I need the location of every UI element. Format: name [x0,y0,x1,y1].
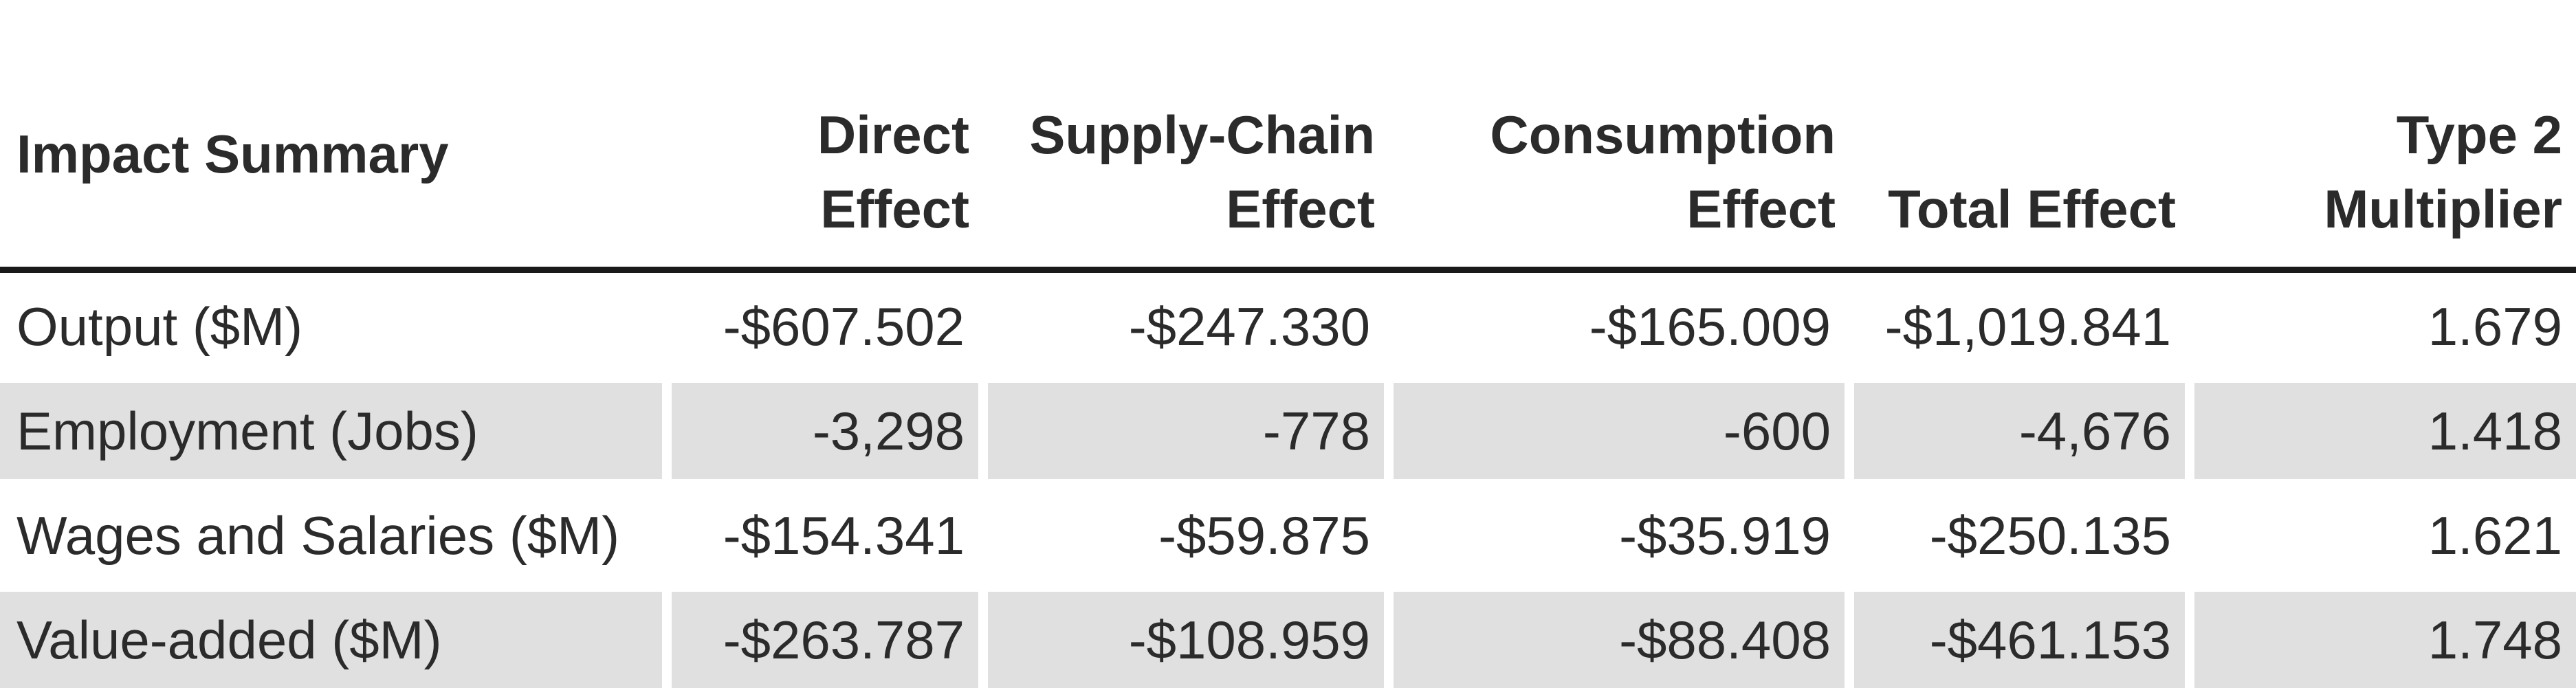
table-body: Output ($M) -$607.502 -$247.330 -$165.00… [0,273,2576,688]
table-row-value-added: Value-added ($M) -$263.787 -$108.959 -$8… [0,584,2576,688]
row-label: Value-added ($M) [0,584,667,688]
cell-direct-effect: -$154.341 [667,479,983,584]
cell-type-2-multiplier: 1.679 [2190,273,2576,375]
table-row-output: Output ($M) -$607.502 -$247.330 -$165.00… [0,273,2576,375]
column-header-type-2-multiplier: Type 2 Multiplier [2190,0,2576,273]
cell-total-effect: -$461.153 [1849,584,2190,688]
cell-supply-chain-effect: -778 [983,375,1389,479]
column-header-impact-summary: Impact Summary [0,0,667,273]
row-label: Output ($M) [0,273,667,375]
row-label: Wages and Salaries ($M) [0,479,667,584]
cell-supply-chain-effect: -$59.875 [983,479,1389,584]
cell-direct-effect: -3,298 [667,375,983,479]
cell-supply-chain-effect: -$247.330 [983,273,1389,375]
header-row: Impact Summary Direct Effect Supply-Chai… [0,0,2576,273]
cell-supply-chain-effect: -$108.959 [983,584,1389,688]
table-row-employment: Employment (Jobs) -3,298 -778 -600 -4,67… [0,375,2576,479]
cell-type-2-multiplier: 1.621 [2190,479,2576,584]
column-header-direct-effect: Direct Effect [667,0,983,273]
row-label: Employment (Jobs) [0,375,667,479]
cell-direct-effect: -$607.502 [667,273,983,375]
cell-total-effect: -$250.135 [1849,479,2190,584]
column-header-total-effect: Total Effect [1849,0,2190,273]
cell-type-2-multiplier: 1.748 [2190,584,2576,688]
cell-consumption-effect: -600 [1389,375,1849,479]
column-header-consumption-effect: Consumption Effect [1389,0,1849,273]
impact-summary-page: Impact Summary Direct Effect Supply-Chai… [0,104,2576,688]
table-row-wages-and-salaries: Wages and Salaries ($M) -$154.341 -$59.8… [0,479,2576,584]
table-header: Impact Summary Direct Effect Supply-Chai… [0,0,2576,273]
cell-consumption-effect: -$35.919 [1389,479,1849,584]
cell-total-effect: -4,676 [1849,375,2190,479]
column-header-supply-chain-effect: Supply-Chain Effect [983,0,1389,273]
cell-consumption-effect: -$165.009 [1389,273,1849,375]
cell-type-2-multiplier: 1.418 [2190,375,2576,479]
cell-direct-effect: -$263.787 [667,584,983,688]
cell-consumption-effect: -$88.408 [1389,584,1849,688]
cell-total-effect: -$1,019.841 [1849,273,2190,375]
